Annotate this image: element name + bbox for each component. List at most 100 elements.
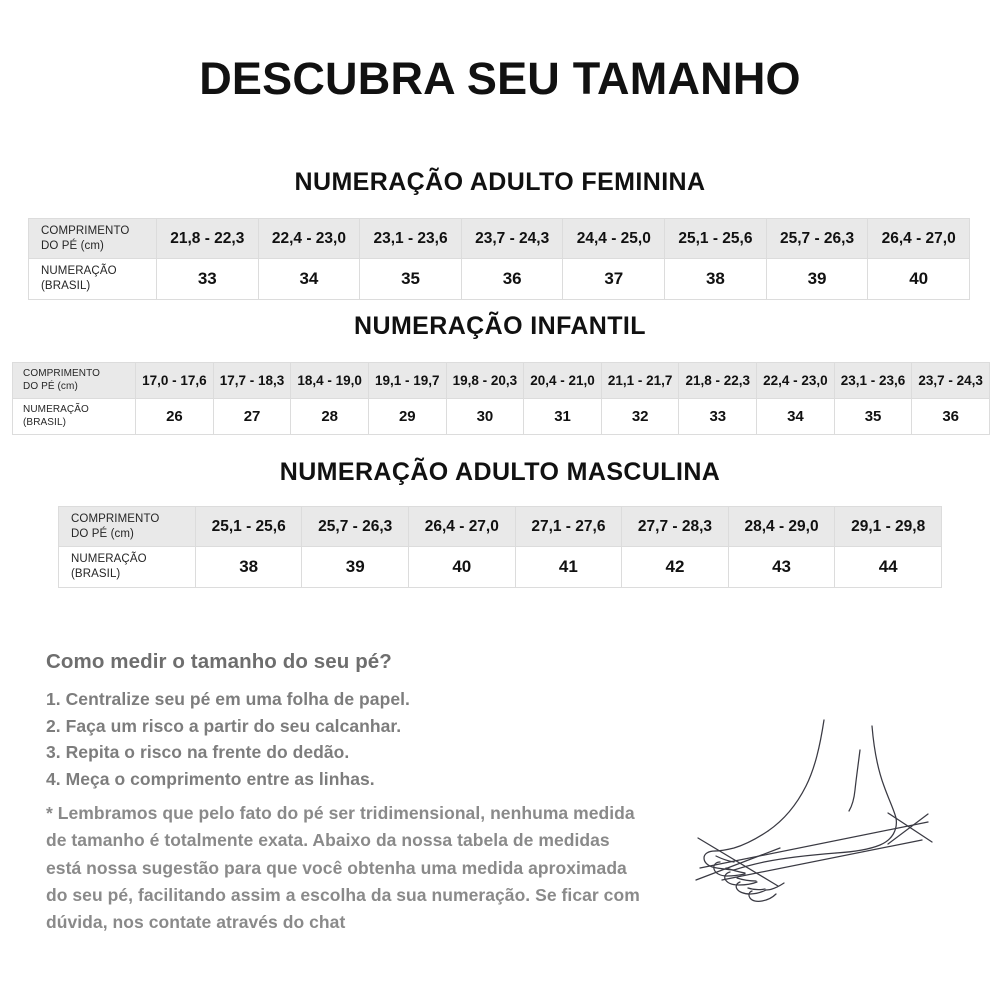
row-label-line2: DO PÉ (cm) <box>41 239 104 252</box>
cell-size-feminina-1: 34 <box>257 258 361 300</box>
toe-4 <box>735 881 767 895</box>
cell-length-feminina-5: 25,1 - 25,6 <box>664 217 767 260</box>
row-label-line1: COMPRIMENTO <box>23 368 101 379</box>
cell-length-feminina-3: 23,7 - 24,3 <box>460 217 564 260</box>
cell-size-feminina-7: 40 <box>867 258 970 300</box>
cell-length-infantil-9: 23,1 - 23,6 <box>833 361 913 400</box>
shin-front-contour <box>767 719 825 832</box>
cell-length-infantil-7: 21,8 - 22,3 <box>678 361 758 400</box>
cell-length-infantil-4: 19,8 - 20,3 <box>445 361 525 400</box>
cell-length-infantil-10: 23,7 - 24,3 <box>911 361 990 400</box>
row-label-line1: NUMERAÇÃO <box>23 404 89 416</box>
cell-length-masculina-2: 26,4 - 27,0 <box>408 505 516 548</box>
cell-size-infantil-0: 26 <box>135 398 214 436</box>
toe-separator-4 <box>747 887 766 891</box>
toe-2 <box>713 861 746 877</box>
row-label-line1: NUMERAÇÃO <box>71 553 147 566</box>
cell-size-infantil-7: 33 <box>678 398 758 436</box>
cell-length-infantil-3: 19,1 - 19,7 <box>367 361 447 400</box>
cell-size-feminina-2: 35 <box>359 258 462 300</box>
cell-length-feminina-6: 25,7 - 26,3 <box>765 217 869 260</box>
cell-size-infantil-1: 27 <box>212 398 292 436</box>
cell-size-feminina-5: 38 <box>664 258 767 300</box>
row-label-line1: COMPRIMENTO <box>41 225 130 237</box>
cell-length-masculina-0: 25,1 - 25,6 <box>194 505 303 548</box>
cell-length-masculina-5: 28,4 - 29,0 <box>727 505 836 548</box>
row-label-line2: DO PÉ (cm) <box>23 380 78 392</box>
row-label-line2: (BRASIL) <box>23 416 67 428</box>
cell-length-feminina-4: 24,4 - 25,0 <box>562 217 666 260</box>
cell-size-masculina-1: 39 <box>301 546 410 588</box>
foot-measurement-illustration <box>660 690 980 920</box>
cell-size-infantil-9: 35 <box>833 398 913 436</box>
row-label-length-masculina: COMPRIMENTO DO PÉ (cm) <box>58 505 196 548</box>
table-row-lengths-infantil: COMPRIMENTO DO PÉ (cm) 17,0 - 17,6 17,7 -… <box>11 361 990 400</box>
toe-5 <box>748 890 777 902</box>
disclaimer-text: * Lembramos que pelo fato do pé ser trid… <box>46 803 640 933</box>
row-label-length-feminina: COMPRIMENTO DO PÉ (cm) <box>28 217 157 260</box>
foot-diagram-svg <box>695 719 933 902</box>
row-label-size-feminina: NUMERAÇÃO (BRASIL) <box>28 258 157 300</box>
cell-size-infantil-5: 31 <box>523 398 602 436</box>
cell-size-infantil-3: 29 <box>367 398 447 436</box>
heel-contour <box>835 817 898 854</box>
cell-length-infantil-2: 18,4 - 19,0 <box>290 361 369 400</box>
cell-size-masculina-6: 44 <box>834 546 942 588</box>
shin-back-contour <box>871 725 897 819</box>
cell-size-feminina-0: 33 <box>155 258 259 300</box>
cell-size-masculina-5: 43 <box>727 546 836 588</box>
toe-separator-2 <box>725 867 746 874</box>
table-row-sizes-feminina: NUMERAÇÃO (BRASIL) 33 34 35 36 37 38 39 40 <box>28 258 970 300</box>
ground-line-upper <box>699 821 929 869</box>
how-to-measure-steps: 1. Centralize seu pé em uma folha de pap… <box>46 686 646 792</box>
ground-line-lower <box>721 839 923 881</box>
cell-length-masculina-3: 27,1 - 27,6 <box>514 505 623 548</box>
size-table-infantil: COMPRIMENTO DO PÉ (cm) 17,0 - 17,6 17,7 -… <box>11 361 990 436</box>
instep-contour <box>714 830 769 852</box>
cell-size-infantil-4: 30 <box>445 398 525 436</box>
cell-length-infantil-6: 21,1 - 21,7 <box>600 361 680 400</box>
cell-size-feminina-3: 36 <box>460 258 564 300</box>
ankle-crease <box>848 749 861 812</box>
table-row-lengths-masculina: COMPRIMENTO DO PÉ (cm) 25,1 - 25,6 25,7 -… <box>58 505 942 548</box>
row-label-length-infantil: COMPRIMENTO DO PÉ (cm) <box>11 361 137 400</box>
how-to-measure-title: Como medir o tamanho do seu pé? <box>46 650 392 673</box>
how-to-step: 2. Faça um risco a partir do seu calcanh… <box>46 715 402 736</box>
row-label-size-infantil: NUMERAÇÃO (BRASIL) <box>11 398 137 436</box>
toe-3 <box>724 871 758 886</box>
cell-size-infantil-2: 28 <box>290 398 369 436</box>
big-toe <box>703 850 735 871</box>
cell-size-feminina-4: 37 <box>562 258 666 300</box>
size-table-feminina: COMPRIMENTO DO PÉ (cm) 21,8 - 22,3 22,4 -… <box>28 217 970 300</box>
toe-separator-3 <box>736 877 757 882</box>
how-to-step: 1. Centralize seu pé em uma folha de pap… <box>46 689 410 709</box>
cell-length-masculina-6: 29,1 - 29,8 <box>834 505 942 548</box>
section-title-infantil: NUMERAÇÃO INFANTIL <box>354 312 646 340</box>
section-title-masculina: NUMERAÇÃO ADULTO MASCULINA <box>279 458 721 486</box>
cell-length-infantil-1: 17,7 - 18,3 <box>212 361 292 400</box>
cell-size-infantil-8: 34 <box>756 398 835 436</box>
row-label-size-masculina: NUMERAÇÃO (BRASIL) <box>58 546 196 588</box>
cell-size-masculina-3: 41 <box>514 546 623 588</box>
toe-line-a <box>697 837 779 887</box>
cell-length-masculina-4: 27,7 - 28,3 <box>621 505 729 548</box>
cell-length-infantil-5: 20,4 - 21,0 <box>523 361 602 400</box>
cell-length-feminina-2: 23,1 - 23,6 <box>359 217 462 260</box>
cell-length-feminina-1: 22,4 - 23,0 <box>257 217 361 260</box>
cell-size-masculina-0: 38 <box>194 546 303 588</box>
row-label-line1: COMPRIMENTO <box>71 513 160 525</box>
row-label-line2: DO PÉ (cm) <box>71 527 134 540</box>
cell-length-masculina-1: 25,7 - 26,3 <box>301 505 410 548</box>
cell-size-masculina-4: 42 <box>621 546 729 588</box>
sole-contour <box>733 852 837 871</box>
cell-length-infantil-0: 17,0 - 17,6 <box>135 361 214 400</box>
how-to-step: 3. Repita o risco na frente do dedão. <box>46 742 350 763</box>
table-row-lengths-feminina: COMPRIMENTO DO PÉ (cm) 21,8 - 22,3 22,4 -… <box>28 217 970 260</box>
table-row-sizes-masculina: NUMERAÇÃO (BRASIL) 38 39 40 41 42 43 44 <box>58 546 942 588</box>
heel-line-b <box>887 813 929 845</box>
toe-line-b <box>695 847 781 881</box>
cell-size-masculina-2: 40 <box>408 546 516 588</box>
cell-size-infantil-10: 36 <box>911 398 990 436</box>
cell-size-feminina-6: 39 <box>765 258 869 300</box>
row-label-line2: (BRASIL) <box>71 568 121 581</box>
